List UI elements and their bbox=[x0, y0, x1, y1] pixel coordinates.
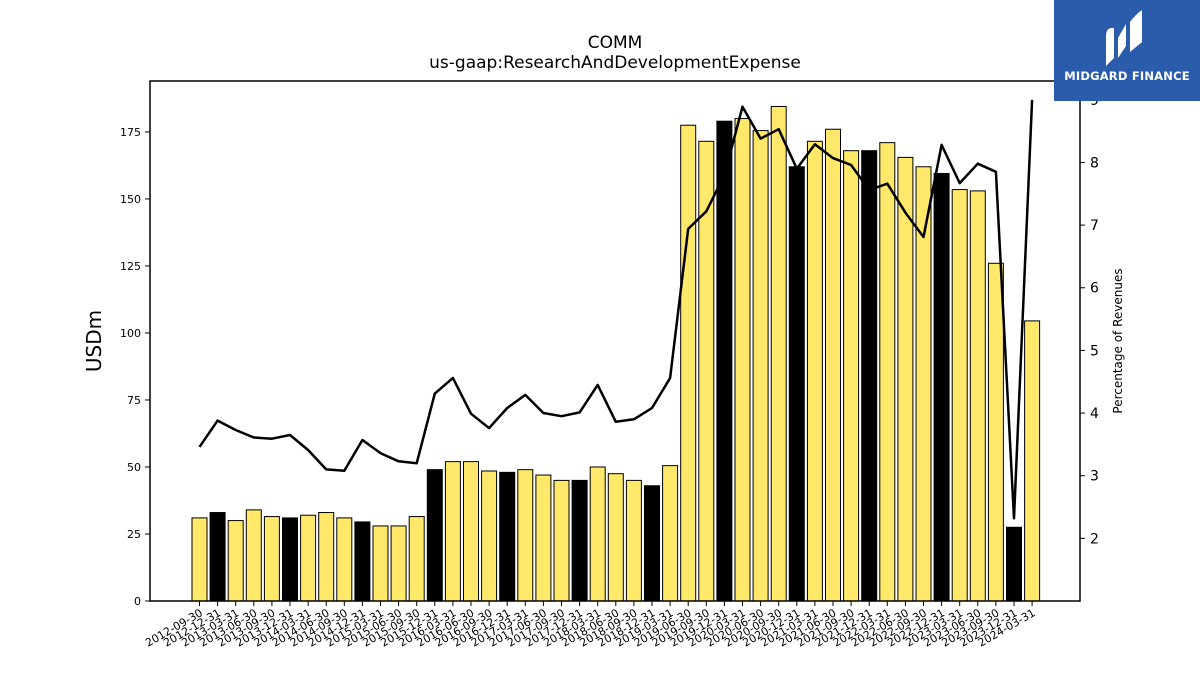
bar-2016-03-31 bbox=[444, 461, 461, 602]
bar-2017-03-31 bbox=[517, 469, 534, 602]
midgard-finance-logo: MIDGARD FINANCE bbox=[1054, 0, 1200, 101]
bar-2023-12-31 bbox=[1006, 526, 1022, 602]
bar-2018-03-31 bbox=[589, 466, 606, 602]
bar-group bbox=[191, 105, 1041, 602]
bar-2017-12-31 bbox=[571, 479, 588, 602]
bar-2022-06-30 bbox=[897, 156, 914, 602]
y-axis-right: 23456789 bbox=[1080, 93, 1099, 547]
bar-2013-06-30 bbox=[245, 509, 262, 602]
bar-2023-09-30 bbox=[987, 262, 1004, 602]
bar-2017-06-30 bbox=[535, 474, 552, 602]
bar-2019-12-31 bbox=[716, 120, 733, 602]
y2-tick-label: 6 bbox=[1090, 281, 1099, 297]
bar-2015-12-31 bbox=[426, 469, 443, 602]
bar-2021-12-31 bbox=[861, 150, 878, 602]
bar-2018-12-31 bbox=[644, 485, 660, 602]
bar-2014-03-31 bbox=[300, 514, 317, 602]
bar-2020-06-30 bbox=[752, 130, 769, 602]
bar-2018-09-30 bbox=[625, 479, 642, 602]
bar-2019-06-30 bbox=[680, 124, 697, 602]
bar-2018-06-30 bbox=[607, 473, 624, 602]
bar-2020-03-31 bbox=[734, 118, 751, 602]
bar-2013-09-30 bbox=[263, 516, 280, 602]
line-group bbox=[198, 99, 1034, 520]
y2-tick-label: 8 bbox=[1090, 155, 1099, 171]
bar-2012-09-30 bbox=[191, 517, 208, 602]
y-tick-label: 25 bbox=[127, 528, 141, 541]
bar-2013-12-31 bbox=[282, 517, 298, 602]
logo-text: MIDGARD FINANCE bbox=[1064, 69, 1190, 83]
y2-tick-label: 2 bbox=[1090, 531, 1099, 547]
bar-2021-09-30 bbox=[843, 150, 860, 602]
bar-2021-06-30 bbox=[825, 128, 841, 602]
y-tick-label: 175 bbox=[120, 126, 141, 139]
y2-tick-label: 5 bbox=[1090, 343, 1099, 359]
chart-subtitle: us-gaap:ResearchAndDevelopmentExpense bbox=[429, 53, 801, 73]
bar-2021-03-31 bbox=[806, 140, 823, 602]
bar-2016-06-30 bbox=[463, 461, 479, 602]
y-tick-label: 150 bbox=[120, 193, 141, 206]
bar-2013-03-31 bbox=[227, 520, 244, 602]
y2-axis-label: Percentage of Revenues bbox=[1111, 268, 1125, 413]
bar-2017-09-30 bbox=[553, 479, 570, 602]
bar-2014-09-30 bbox=[336, 517, 353, 602]
y2-tick-label: 4 bbox=[1090, 406, 1099, 422]
bar-2020-09-30 bbox=[770, 105, 787, 602]
bar-2023-06-30 bbox=[969, 190, 986, 602]
y-axis-label: USDm bbox=[82, 310, 106, 372]
bar-2012-12-31 bbox=[209, 512, 226, 602]
bar-2014-06-30 bbox=[318, 512, 335, 602]
bar-2022-12-31 bbox=[933, 172, 950, 602]
bar-2023-03-31 bbox=[951, 189, 968, 602]
bar-2016-09-30 bbox=[481, 470, 498, 602]
bar-2014-12-31 bbox=[354, 521, 371, 602]
bar-2024-03-31 bbox=[1024, 320, 1041, 602]
y-tick-label: 100 bbox=[120, 327, 141, 340]
y-tick-label: 0 bbox=[134, 595, 141, 608]
line-percentage-of-revenues bbox=[198, 99, 1034, 520]
bar-2015-03-31 bbox=[372, 525, 389, 602]
y2-tick-label: 7 bbox=[1090, 218, 1099, 234]
bar-2022-03-31 bbox=[879, 142, 896, 602]
y-tick-label: 50 bbox=[127, 461, 141, 474]
chart-title: COMM bbox=[588, 33, 643, 53]
bar-2019-03-31 bbox=[662, 465, 679, 602]
bar-2015-06-30 bbox=[390, 525, 407, 602]
y2-tick-label: 3 bbox=[1090, 469, 1099, 485]
x-axis: 2012-09-302012-12-312013-03-312013-06-30… bbox=[143, 601, 1038, 650]
y-axis-left: 0 25 50 75 100 125 150 175 bbox=[120, 126, 150, 608]
bar-2015-09-30 bbox=[408, 516, 425, 602]
y-tick-label: 125 bbox=[120, 260, 141, 273]
bar-2016-12-31 bbox=[499, 471, 516, 602]
plot-frame bbox=[149, 80, 1081, 602]
y-tick-label: 75 bbox=[127, 394, 141, 407]
bar-2020-12-31 bbox=[788, 166, 805, 602]
midgard-logo-icon bbox=[1106, 10, 1142, 66]
